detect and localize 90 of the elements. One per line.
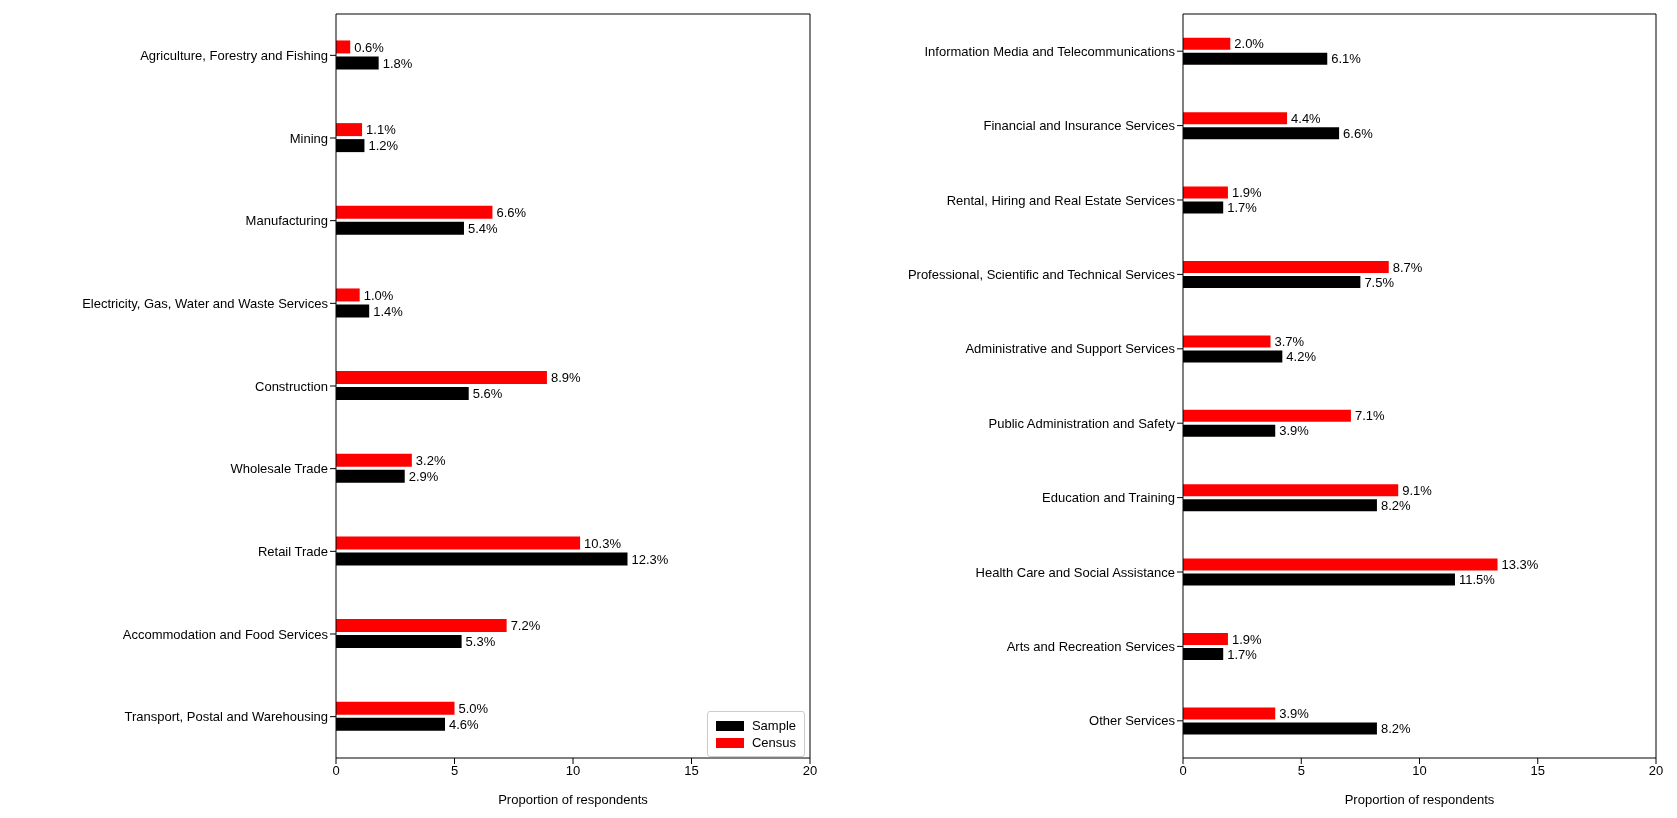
legend-label: Census [751,735,796,750]
data-label: 3.9% [1279,423,1310,439]
bar [1183,37,1231,50]
x-tick-label: 20 [1648,763,1664,779]
x-tick-label: 0 [332,763,340,779]
y-tick-label: Other Services [1089,713,1176,729]
data-label: 8.2% [1380,721,1411,737]
bar [1183,261,1389,274]
data-label: 1.9% [1231,185,1263,201]
bar [336,371,547,385]
y-tick-label: Public Administration and Safety [988,415,1176,431]
data-label: 1.9% [1231,631,1263,647]
bar [336,536,581,550]
bar [336,288,360,302]
y-tick-label: Electricity, Gas, Water and Waste Services [82,295,329,311]
y-tick-label: Professional, Scientific and Technical Services [907,267,1176,283]
data-label: 3.9% [1279,706,1310,722]
data-label: 2.9% [408,468,439,484]
data-label: 6.6% [1343,125,1374,141]
data-label: 6.1% [1331,51,1362,67]
x-axis-title: Proportion of respondents [1344,792,1495,807]
data-label: 0.6% [354,39,385,55]
bar [336,619,507,633]
y-tick-label: Arts and Recreation Services [1006,639,1176,655]
x-tick-label: 5 [450,763,459,779]
x-tick-label: 0 [1179,763,1187,779]
bar [1183,633,1228,646]
data-label: 1.1% [366,122,397,138]
bar [336,40,351,54]
y-tick-label: Education and Training [1042,490,1175,506]
data-label: 3.2% [415,452,446,468]
x-axis-title: Proportion of respondents [498,792,649,807]
bar [336,205,493,219]
data-label: 5.6% [472,386,503,402]
data-label: 8.9% [550,370,581,386]
y-tick-label: Rental, Hiring and Real Estate Services [946,192,1176,208]
data-label: 10.3% [584,535,622,551]
y-tick-label: Mining [289,130,328,146]
data-label: 9.1% [1402,482,1433,498]
data-label: 8.7% [1392,259,1423,275]
data-label: 5.4% [467,220,499,236]
data-label: 1.4% [373,303,404,319]
bar [1183,335,1271,348]
x-tick-label: 15 [684,763,699,779]
bar [1183,558,1498,571]
legend-label: Sample [751,718,796,733]
data-label: 5.3% [465,634,496,650]
data-label: 1.2% [368,138,399,154]
x-tick-label: 5 [1297,763,1305,779]
y-tick-label: Administrative and Support Services [965,341,1176,357]
y-tick-label: Health Care and Social Assistance [975,564,1175,580]
data-label: 1.7% [1227,646,1258,662]
data-label: 5.0% [458,700,489,716]
bar [1183,409,1351,422]
data-label: 8.2% [1380,497,1411,513]
bar [1183,707,1276,720]
data-label: 3.7% [1274,334,1305,350]
data-label: 11.5% [1458,572,1496,588]
x-tick-label: 15 [1530,763,1545,779]
y-tick-label: Financial and Insurance Services [983,118,1176,134]
x-tick-label: 10 [1412,763,1427,779]
y-tick-label: Information Media and Telecommunications [924,43,1176,59]
x-tick-label: 20 [802,763,818,779]
y-tick-label: Wholesale Trade [230,461,328,477]
data-label: 1.7% [1227,200,1258,216]
data-label: 1.0% [363,287,394,303]
y-tick-label: Retail Trade [257,543,328,559]
data-label: 4.2% [1286,349,1317,365]
y-tick-label: Agriculture, Forestry and Fishing [140,47,328,63]
bar [1183,112,1288,125]
y-tick-label: Accommodation and Food Services [122,626,329,642]
data-label: 7.5% [1364,274,1395,290]
data-label: 4.6% [449,716,480,732]
data-label: 7.1% [1354,408,1385,424]
data-label: 1.8% [382,55,413,71]
data-label: 4.4% [1291,110,1322,126]
data-label: 12.3% [631,551,669,567]
y-tick-label: Manufacturing [245,213,328,229]
y-tick-label: Construction [255,378,328,394]
data-label: 2.0% [1234,36,1265,52]
data-label: 7.2% [510,618,541,634]
bar [1183,484,1399,497]
y-tick-label: Transport, Postal and Warehousing [124,709,328,725]
data-label: 13.3% [1501,557,1539,573]
bar [336,123,363,137]
bar [336,701,455,715]
bar [1183,186,1228,199]
bar [336,453,412,467]
data-label: 6.6% [496,204,527,220]
x-tick-label: 10 [565,763,581,779]
